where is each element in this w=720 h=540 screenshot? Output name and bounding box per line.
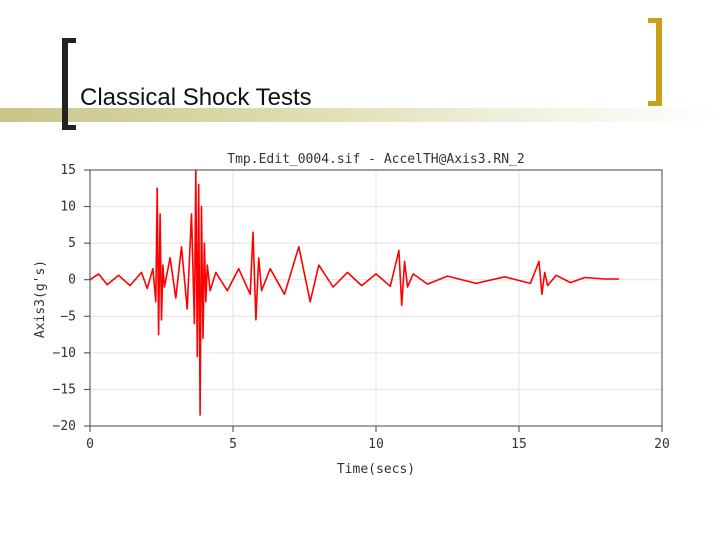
acceleration-series-line xyxy=(89,169,620,416)
x-tick-label: 5 xyxy=(229,437,237,452)
y-axis: 15 10 5 0 −5 −10 −15 −20 xyxy=(53,163,90,434)
y-axis-label: Axis3(g's) xyxy=(33,260,48,338)
y-tick-label: 15 xyxy=(60,163,76,178)
title-underline-band xyxy=(0,108,720,122)
x-tick-label: 0 xyxy=(86,437,94,452)
slide-title: Classical Shock Tests xyxy=(80,84,312,111)
chart-title: Tmp.Edit_0004.sif - AccelTH@Axis3.RN_2 xyxy=(227,152,524,167)
left-bracket-decoration xyxy=(62,38,76,130)
x-tick-label: 20 xyxy=(654,437,670,452)
y-tick-label: −10 xyxy=(53,346,76,361)
x-axis: 0 5 10 15 20 xyxy=(86,426,670,452)
y-tick-label: 10 xyxy=(60,200,76,215)
y-tick-label: 0 xyxy=(68,273,76,288)
right-bracket-decoration xyxy=(648,18,662,106)
x-axis-label: Time(secs) xyxy=(337,462,415,477)
y-tick-label: −20 xyxy=(53,419,76,434)
y-tick-label: −15 xyxy=(53,382,76,397)
y-tick-label: 5 xyxy=(68,236,76,251)
x-tick-label: 10 xyxy=(368,437,384,452)
x-tick-label: 15 xyxy=(511,437,527,452)
y-tick-label: −5 xyxy=(60,309,76,324)
